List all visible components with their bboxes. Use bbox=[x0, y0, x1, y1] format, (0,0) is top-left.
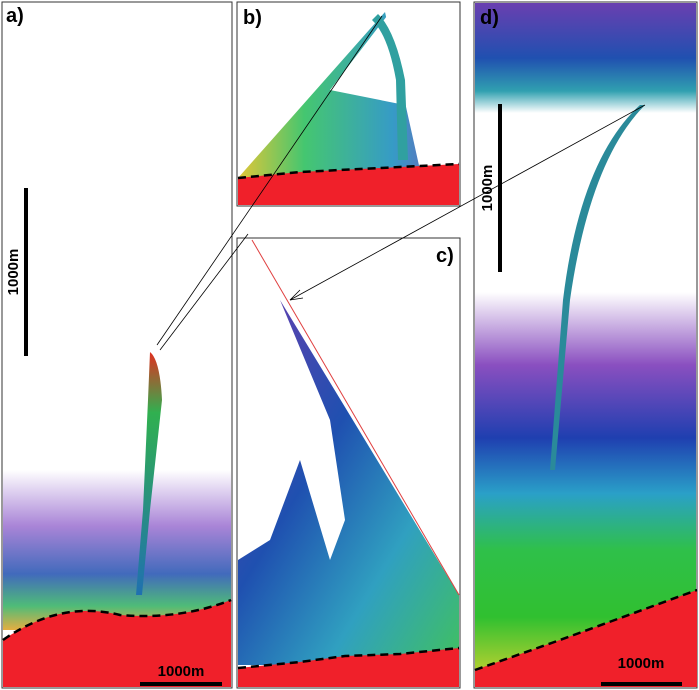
panel-label: d) bbox=[480, 7, 499, 29]
connector bbox=[289, 104, 646, 301]
beam-edge bbox=[251, 239, 460, 596]
seabed-line bbox=[2, 598, 232, 642]
seabed-line bbox=[237, 646, 460, 670]
scale-label: 1000m bbox=[618, 655, 665, 672]
connector bbox=[156, 15, 383, 346]
plume bbox=[372, 14, 408, 160]
surface-layer bbox=[475, 3, 696, 113]
plume bbox=[550, 105, 645, 470]
seabed-line bbox=[474, 588, 698, 672]
seabed bbox=[3, 600, 231, 687]
panel-label: a) bbox=[6, 5, 24, 27]
connectors bbox=[156, 15, 646, 351]
plume bbox=[136, 352, 162, 595]
scale-label: 1000m bbox=[158, 663, 205, 680]
arrowhead bbox=[289, 289, 304, 301]
panel-label: c) bbox=[436, 245, 454, 267]
connector bbox=[159, 233, 249, 351]
scale-label: 1000m bbox=[479, 165, 496, 212]
scale-label: 1000m bbox=[5, 249, 22, 296]
seabed bbox=[238, 164, 459, 205]
panel-c: c) bbox=[236, 237, 461, 689]
backscatter bbox=[238, 300, 459, 665]
panel-label: b) bbox=[243, 7, 262, 29]
backscatter bbox=[3, 470, 231, 630]
seabed bbox=[475, 590, 697, 687]
seabed bbox=[238, 648, 459, 687]
seabed-line bbox=[237, 162, 460, 180]
panel-b: b) bbox=[236, 1, 461, 207]
panel-a: a) 1000m 1000m bbox=[1, 1, 233, 689]
panel-d: d) 1000m 1000m bbox=[473, 1, 698, 689]
